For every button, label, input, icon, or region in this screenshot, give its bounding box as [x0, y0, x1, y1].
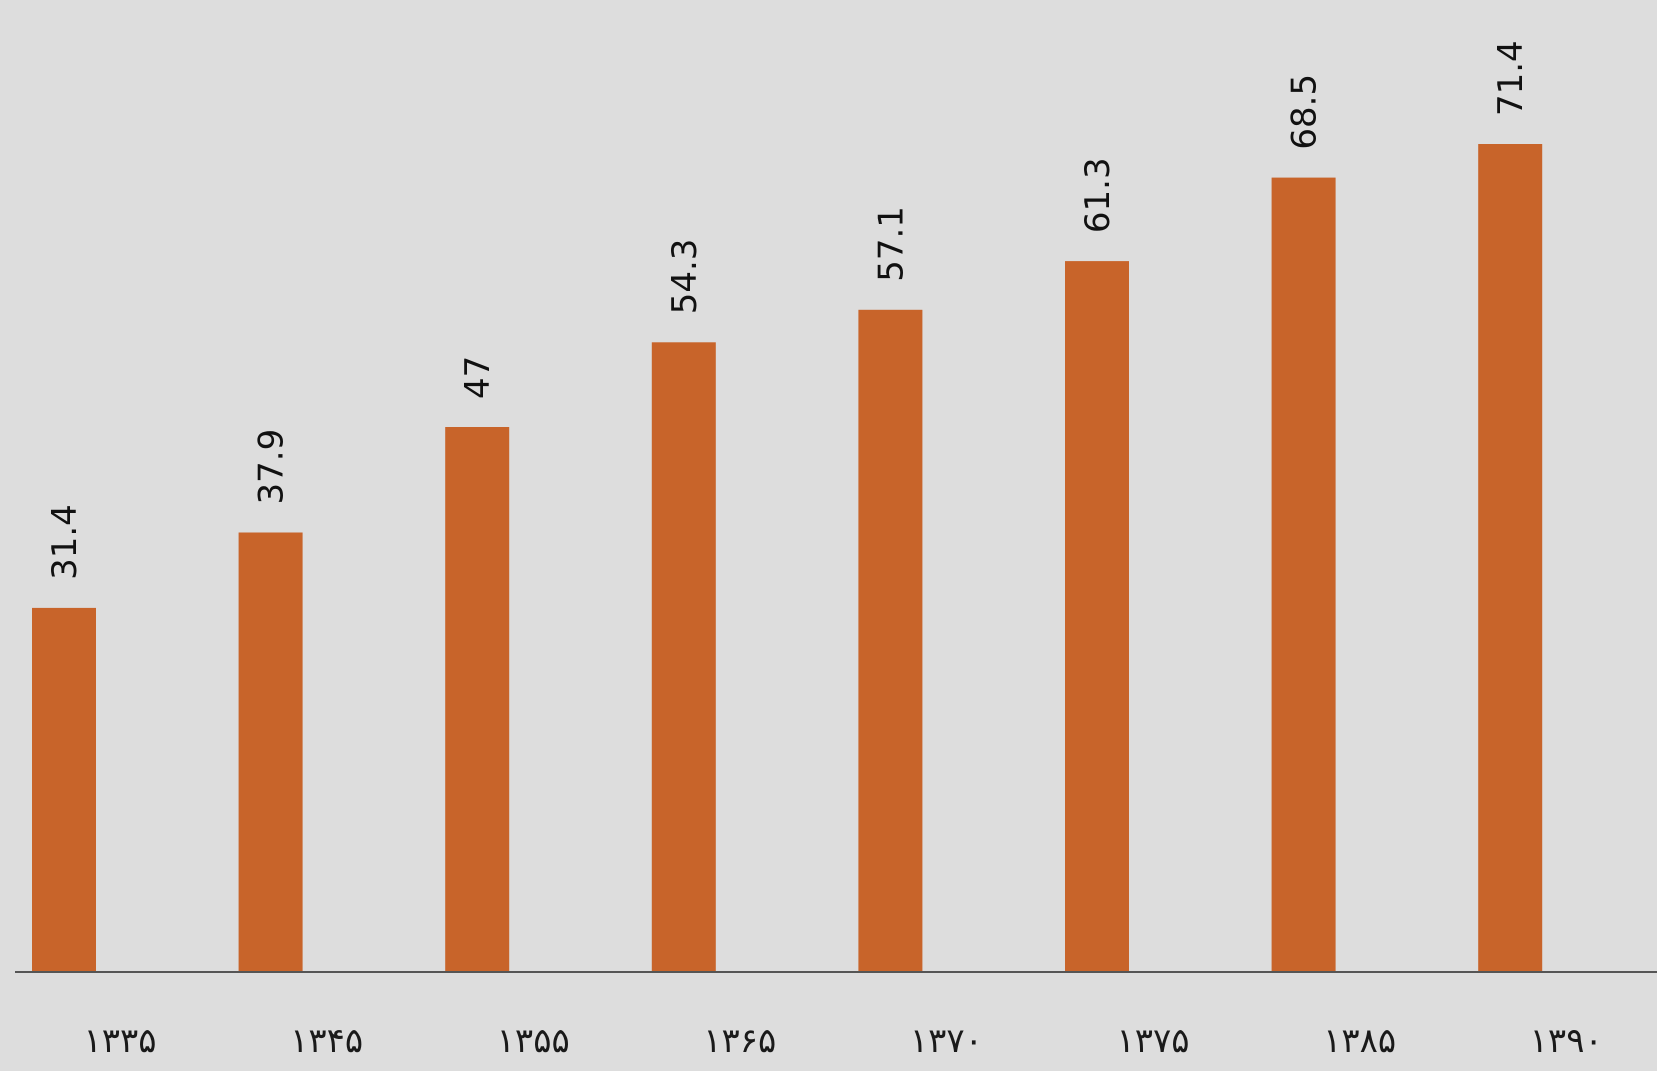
bar	[1478, 144, 1543, 972]
x-tick-label: ۱۳۴۵	[290, 1021, 363, 1061]
x-tick-label: ۱۳۷۰	[910, 1021, 983, 1061]
value-label: 71.4	[1491, 40, 1531, 116]
bar	[238, 532, 303, 972]
bar	[32, 607, 96, 972]
bars-layer	[32, 144, 1543, 973]
x-tick-label: ۱۳۹۰	[1530, 1021, 1603, 1061]
x-tick-label: ۱۳۵۵	[497, 1021, 570, 1061]
value-labels-layer: 31.4 37.9 47 54.3 57.1 61.3 68.5 71.4	[45, 40, 1531, 580]
value-label: 31.4	[45, 504, 85, 580]
bar	[858, 309, 923, 972]
x-tick-label: ۱۳۸۵	[1323, 1021, 1396, 1061]
bar	[1065, 261, 1129, 973]
x-tick-label: ۱۳۳۵	[83, 1021, 156, 1061]
value-label: 68.5	[1285, 74, 1325, 150]
value-label: 57.1	[871, 206, 911, 282]
value-label: 54.3	[665, 239, 705, 315]
bar	[1271, 177, 1336, 973]
value-label: 37.9	[252, 429, 292, 505]
bar	[445, 427, 510, 972]
tick-labels-layer: ۱۳۳۵ ۱۳۴۵ ۱۳۵۵ ۱۳۶۵ ۱۳۷۰ ۱۳۷۵ ۱۳۸۵ ۱۳۹۰	[83, 1021, 1602, 1061]
value-label: 47	[458, 356, 498, 399]
x-tick-label: ۱۳۶۵	[703, 1021, 776, 1061]
x-tick-label: ۱۳۷۵	[1116, 1021, 1189, 1061]
value-label: 61.3	[1078, 157, 1118, 233]
bar	[651, 342, 716, 972]
